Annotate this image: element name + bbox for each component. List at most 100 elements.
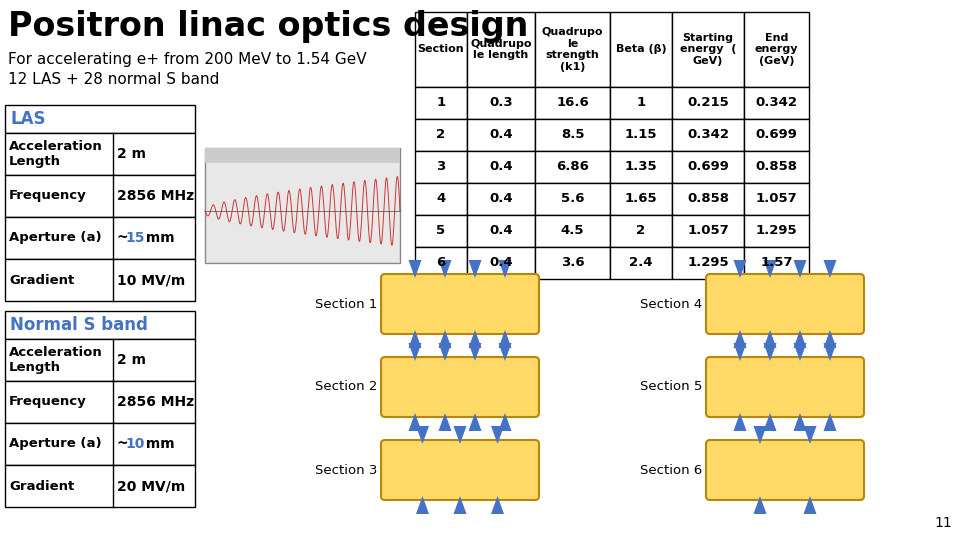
- Text: 4.5: 4.5: [561, 225, 585, 238]
- Text: mm: mm: [141, 231, 175, 245]
- Polygon shape: [498, 330, 512, 348]
- Text: Section 1: Section 1: [315, 298, 377, 310]
- Text: 16.6: 16.6: [556, 97, 588, 110]
- Text: Positron linac optics design: Positron linac optics design: [8, 10, 528, 43]
- Text: 2: 2: [636, 225, 645, 238]
- Bar: [535, 87, 610, 119]
- Polygon shape: [439, 260, 451, 278]
- Bar: [415, 151, 467, 183]
- Polygon shape: [794, 260, 806, 278]
- Bar: [415, 247, 467, 279]
- Text: 1.15: 1.15: [625, 129, 658, 141]
- Bar: [415, 119, 467, 151]
- Text: Section 3: Section 3: [315, 463, 377, 476]
- Polygon shape: [439, 413, 451, 431]
- Polygon shape: [453, 496, 467, 514]
- Text: Section 2: Section 2: [315, 381, 377, 394]
- Polygon shape: [763, 330, 777, 348]
- Text: ~: ~: [117, 437, 129, 451]
- Bar: [744, 215, 809, 247]
- Text: 0.215: 0.215: [687, 97, 729, 110]
- Text: 3: 3: [437, 160, 445, 173]
- Bar: [5, 311, 195, 339]
- Polygon shape: [491, 496, 504, 514]
- Bar: [415, 215, 467, 247]
- Text: 0.3: 0.3: [490, 97, 513, 110]
- Polygon shape: [468, 330, 482, 348]
- Polygon shape: [824, 260, 836, 278]
- Polygon shape: [733, 260, 747, 278]
- FancyBboxPatch shape: [706, 357, 864, 417]
- Bar: [744, 119, 809, 151]
- Text: Quadrupo
le length: Quadrupo le length: [470, 39, 532, 60]
- Polygon shape: [498, 260, 512, 278]
- Text: For accelerating e+ from 200 MeV to 1.54 GeV: For accelerating e+ from 200 MeV to 1.54…: [8, 52, 367, 67]
- Text: Aperture (a): Aperture (a): [9, 232, 102, 245]
- Polygon shape: [754, 426, 766, 444]
- Bar: [672, 12, 744, 87]
- Polygon shape: [754, 496, 766, 514]
- Polygon shape: [733, 330, 747, 348]
- Text: 2 m: 2 m: [117, 147, 146, 161]
- Polygon shape: [491, 426, 504, 444]
- Bar: [467, 119, 535, 151]
- FancyBboxPatch shape: [381, 440, 539, 500]
- Bar: [415, 183, 467, 215]
- Bar: [5, 175, 195, 217]
- Bar: [5, 465, 195, 507]
- Text: 4: 4: [437, 192, 445, 206]
- Bar: [467, 87, 535, 119]
- Polygon shape: [498, 343, 512, 361]
- Bar: [744, 12, 809, 87]
- Bar: [467, 215, 535, 247]
- Text: Gradient: Gradient: [9, 273, 74, 287]
- Bar: [744, 183, 809, 215]
- Bar: [610, 12, 672, 87]
- Text: 0.858: 0.858: [687, 192, 729, 206]
- Polygon shape: [409, 260, 421, 278]
- Text: 1.295: 1.295: [687, 256, 729, 269]
- Text: 1: 1: [437, 97, 445, 110]
- Bar: [535, 151, 610, 183]
- Bar: [467, 151, 535, 183]
- Bar: [672, 87, 744, 119]
- Text: 0.699: 0.699: [687, 160, 729, 173]
- Bar: [672, 247, 744, 279]
- Bar: [205, 148, 400, 263]
- Polygon shape: [468, 413, 482, 431]
- Text: 0.699: 0.699: [756, 129, 798, 141]
- Text: Frequency: Frequency: [9, 395, 86, 408]
- Text: Quadrupo
le
strength
(k1): Quadrupo le strength (k1): [541, 27, 603, 72]
- Polygon shape: [439, 343, 451, 361]
- Bar: [5, 105, 195, 133]
- Bar: [205, 148, 400, 163]
- Text: 0.4: 0.4: [490, 160, 513, 173]
- Text: Acceleration
Length: Acceleration Length: [9, 140, 103, 168]
- Polygon shape: [733, 413, 747, 431]
- Text: 0.4: 0.4: [490, 129, 513, 141]
- Bar: [5, 133, 195, 175]
- Bar: [610, 119, 672, 151]
- Text: Acceleration
Length: Acceleration Length: [9, 346, 103, 374]
- Text: Section 6: Section 6: [639, 463, 702, 476]
- Text: 15: 15: [125, 231, 145, 245]
- Text: 20 MV/m: 20 MV/m: [117, 479, 185, 493]
- Text: 5: 5: [437, 225, 445, 238]
- Polygon shape: [409, 343, 421, 361]
- Bar: [610, 87, 672, 119]
- Text: Normal S band: Normal S band: [10, 316, 148, 334]
- Text: mm: mm: [141, 437, 175, 451]
- Polygon shape: [804, 496, 817, 514]
- Text: Section 4: Section 4: [639, 298, 702, 310]
- Text: 0.342: 0.342: [687, 129, 729, 141]
- Text: 2856 MHz: 2856 MHz: [117, 189, 194, 203]
- Text: 3.6: 3.6: [561, 256, 585, 269]
- Text: 1.057: 1.057: [756, 192, 798, 206]
- Text: 0.342: 0.342: [756, 97, 798, 110]
- Polygon shape: [409, 330, 421, 348]
- Bar: [467, 12, 535, 87]
- Bar: [672, 151, 744, 183]
- Text: 1.65: 1.65: [625, 192, 658, 206]
- Bar: [535, 119, 610, 151]
- Bar: [672, 215, 744, 247]
